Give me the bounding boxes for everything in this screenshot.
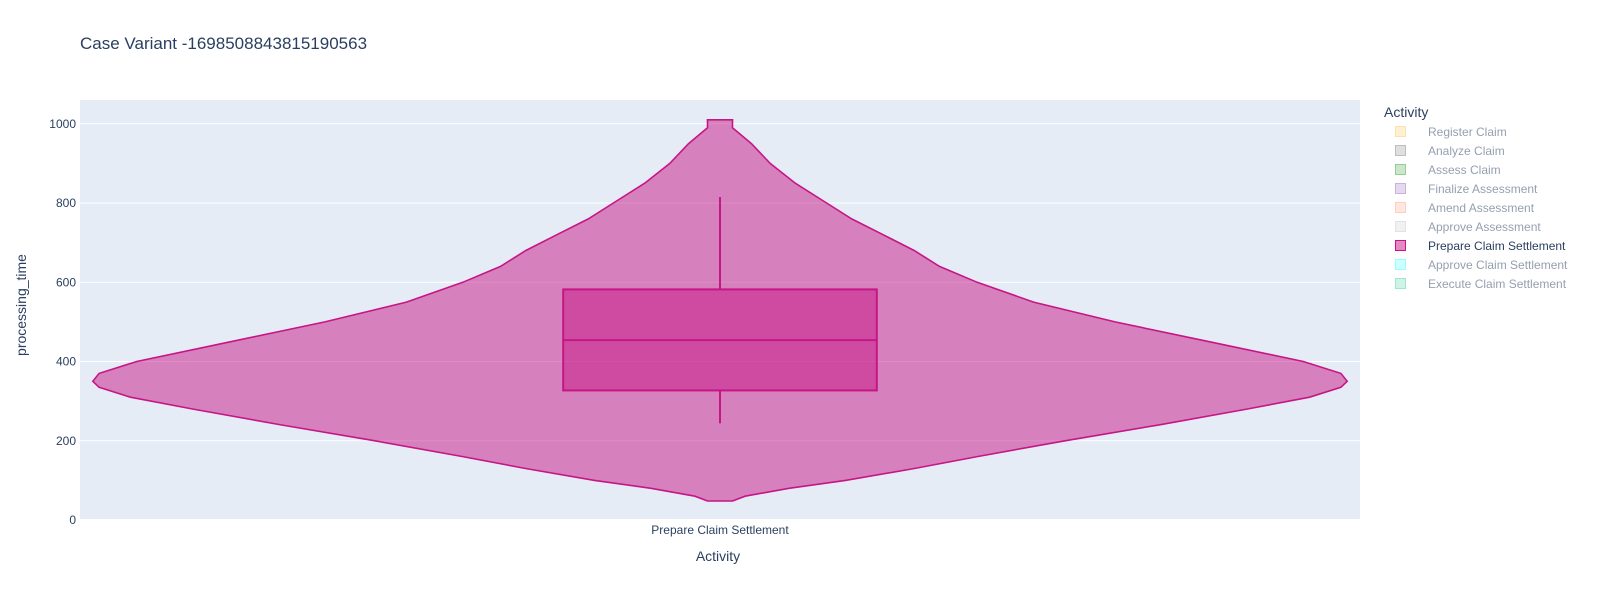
x-axis-label: Activity: [695, 548, 741, 564]
legend-item[interactable]: Finalize Assessment: [1384, 180, 1537, 199]
legend-item[interactable]: Analyze Claim: [1384, 142, 1505, 161]
legend-swatch-icon: [1395, 240, 1406, 251]
legend-item[interactable]: Approve Assessment: [1384, 218, 1541, 237]
y-tick-label: 600: [56, 275, 76, 289]
legend-item[interactable]: Assess Claim: [1384, 161, 1501, 180]
legend-item[interactable]: Prepare Claim Settlement: [1384, 237, 1565, 256]
legend-swatch-icon: [1395, 221, 1406, 232]
legend-label: Approve Assessment: [1428, 220, 1541, 234]
legend-swatch-icon: [1395, 202, 1406, 213]
legend-swatch-icon: [1395, 278, 1406, 289]
x-tick-label: Prepare Claim Settlement: [651, 523, 789, 537]
y-tick-label: 1000: [49, 117, 76, 131]
legend: Activity Register Claim Analyze Claim Asse…: [1384, 104, 1567, 294]
legend-title: Activity: [1384, 104, 1429, 120]
legend-swatch-icon: [1395, 259, 1406, 270]
legend-label: Approve Claim Settlement: [1428, 258, 1568, 272]
y-axis-label: processing_time: [13, 254, 29, 356]
legend-label: Analyze Claim: [1428, 144, 1505, 158]
legend-swatch-icon: [1395, 164, 1406, 175]
violin-traces[interactable]: [91, 119, 1349, 502]
y-tick-label: 0: [69, 513, 76, 527]
y-tick-label: 400: [56, 355, 76, 369]
legend-swatch-icon: [1395, 145, 1406, 156]
legend-label: Prepare Claim Settlement: [1428, 239, 1566, 253]
x-tick-labels: Prepare Claim Settlement: [651, 523, 789, 537]
legend-swatch-icon: [1395, 183, 1406, 194]
legend-item[interactable]: Approve Claim Settlement: [1384, 256, 1567, 275]
y-tick-label: 800: [56, 196, 76, 210]
chart-title: Case Variant -1698508843815190563: [80, 34, 368, 53]
legend-label: Amend Assessment: [1428, 201, 1535, 215]
legend-label: Execute Claim Settlement: [1428, 277, 1567, 291]
y-tick-labels: 0 200 400 600 800 1000: [49, 117, 76, 527]
y-tick-label: 200: [56, 434, 76, 448]
legend-label: Assess Claim: [1428, 163, 1501, 177]
legend-item[interactable]: Amend Assessment: [1384, 199, 1534, 218]
legend-item[interactable]: Register Claim: [1384, 123, 1507, 142]
legend-label: Register Claim: [1428, 125, 1507, 139]
legend-item[interactable]: Execute Claim Settlement: [1384, 275, 1566, 294]
legend-label: Finalize Assessment: [1428, 182, 1538, 196]
legend-items: Register Claim Analyze Claim Assess Claim F…: [1384, 123, 1567, 294]
legend-swatch-icon: [1395, 126, 1406, 137]
